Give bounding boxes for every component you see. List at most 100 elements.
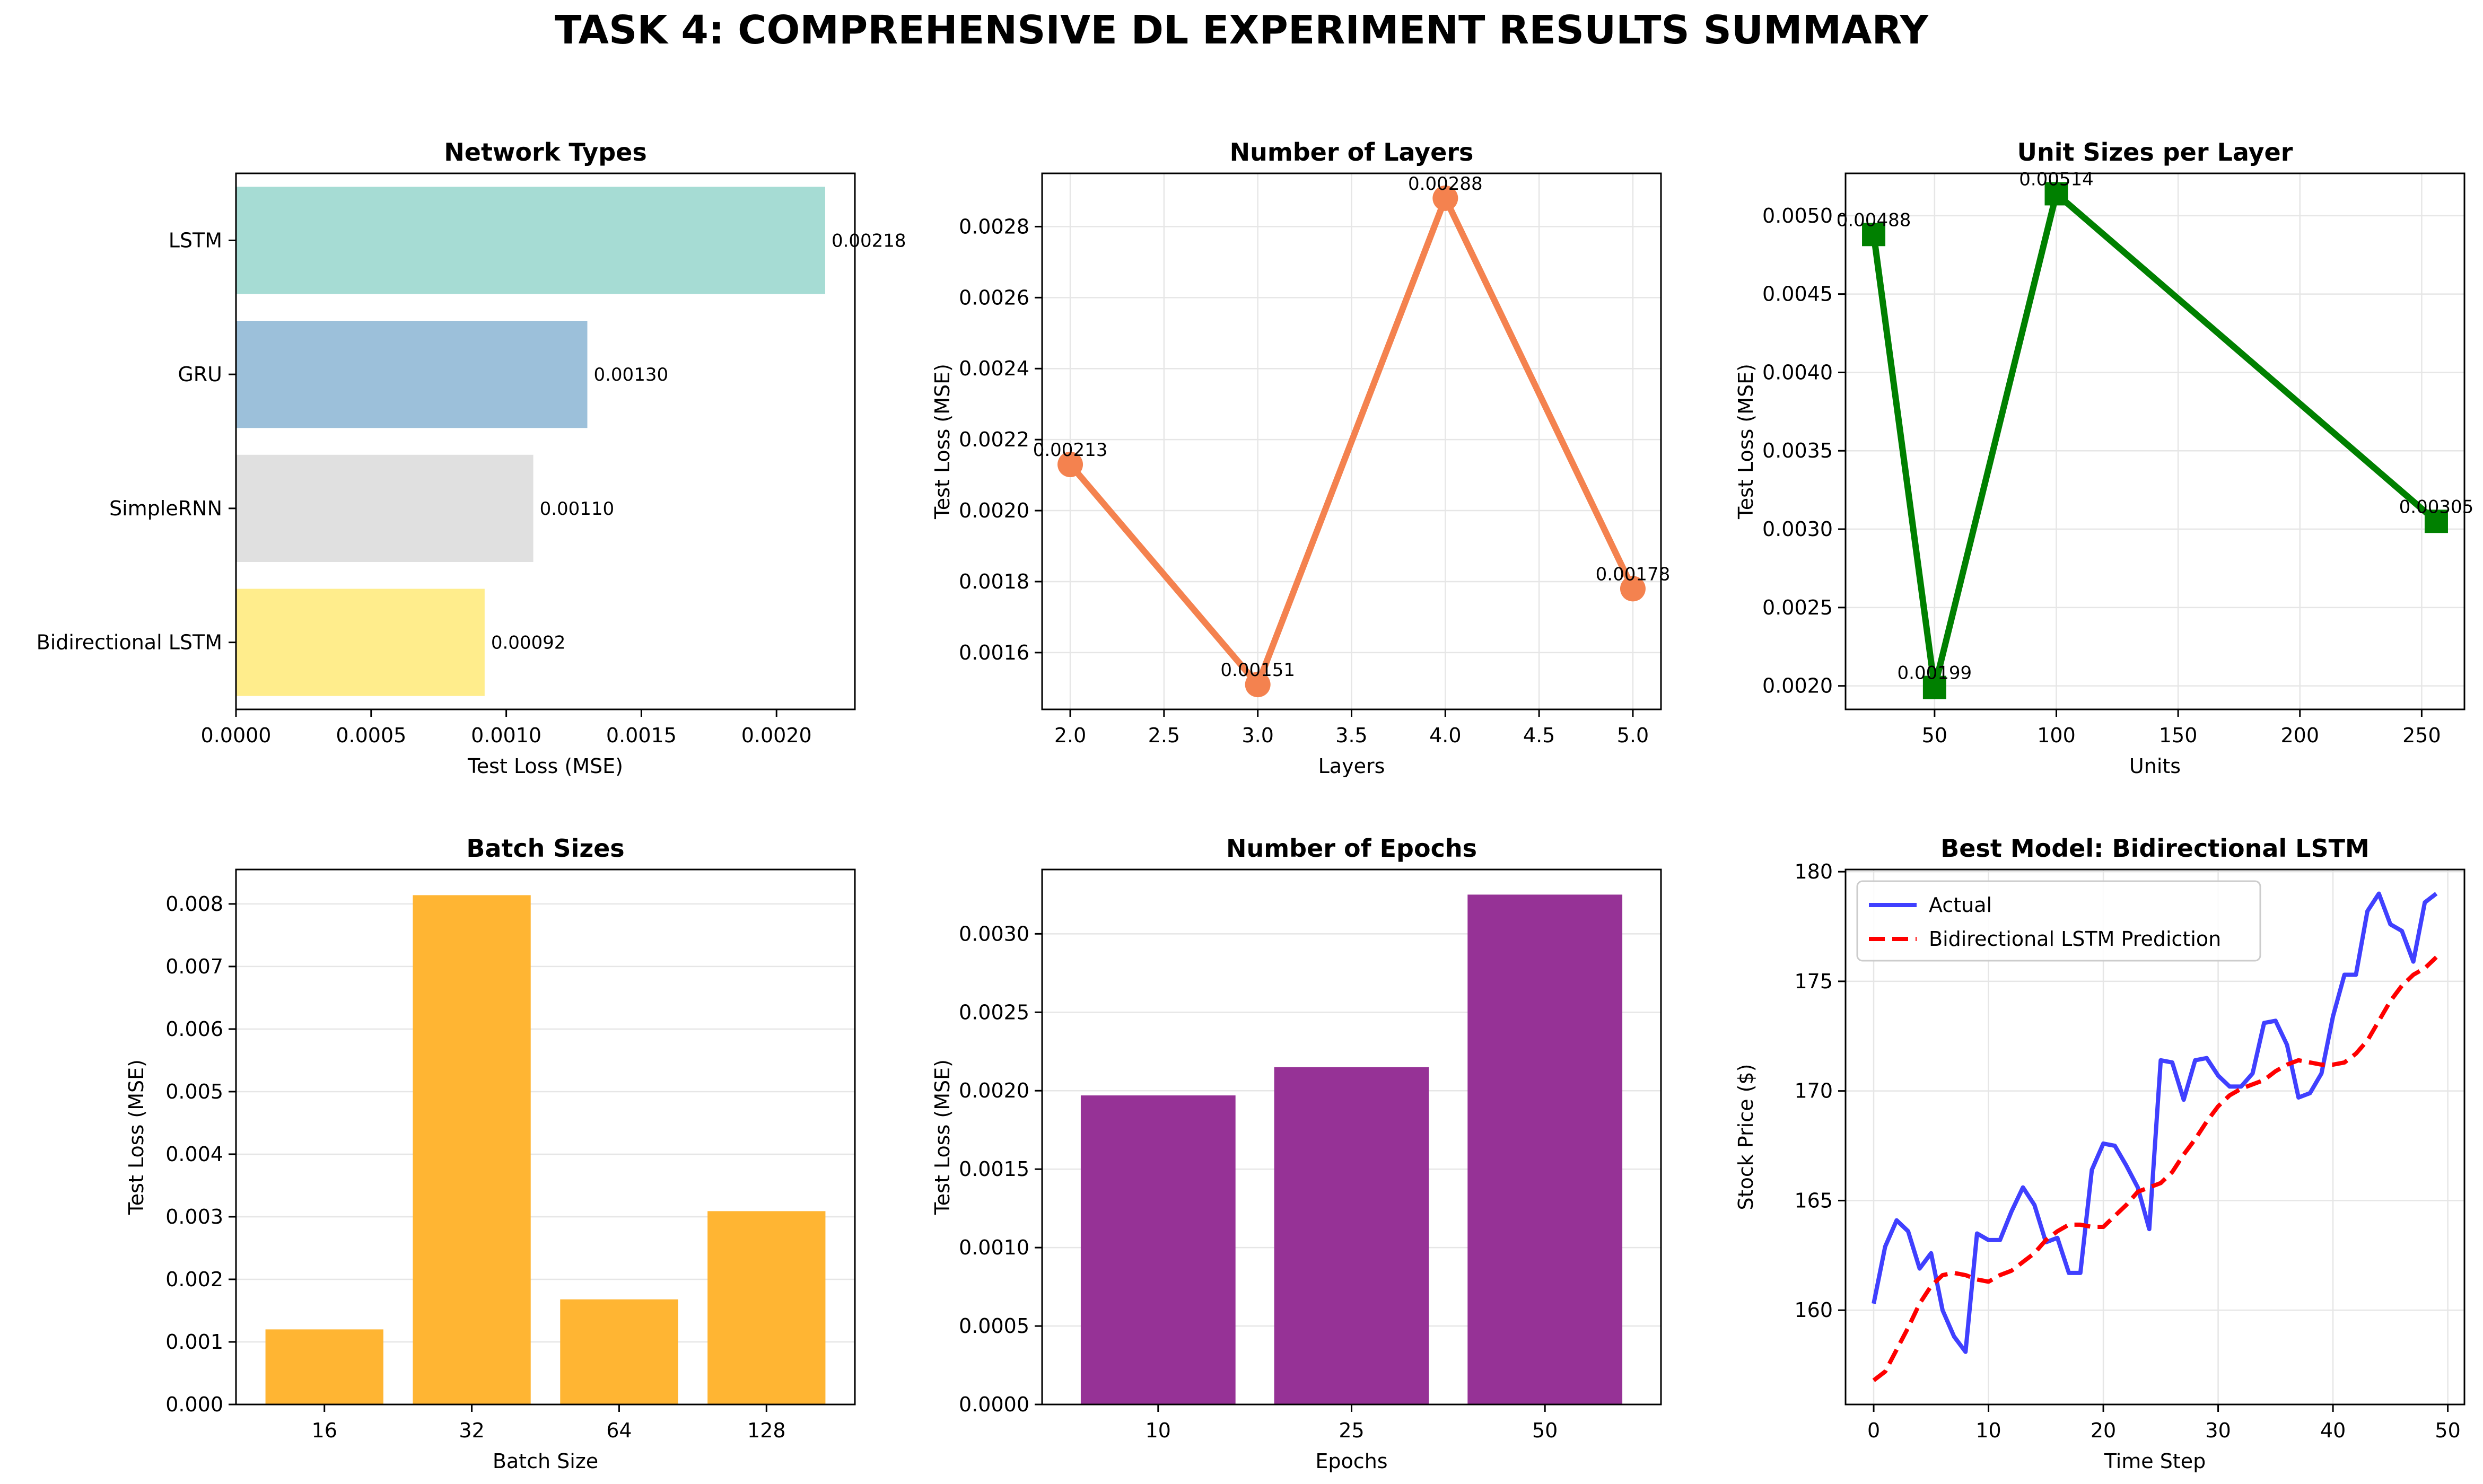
axes-frame <box>235 172 856 710</box>
bar-simplernn <box>236 454 534 562</box>
chart-title: Network Types <box>444 138 647 166</box>
x-tick-label: 2.0 <box>1054 724 1086 747</box>
y-tick-label: 0.004 <box>165 1143 223 1166</box>
x-axis-label: Test Loss (MSE) <box>467 754 623 778</box>
point-value-label: 0.00305 <box>2399 496 2474 517</box>
bar-32 <box>413 895 531 1404</box>
y-tick-label: 0.0045 <box>1762 283 1833 306</box>
x-tick-label: 20 <box>2091 1419 2116 1442</box>
x-axis-label: Time Step <box>2104 1450 2206 1473</box>
y-tick-label: 0.0024 <box>959 357 1029 380</box>
data-point <box>1057 452 1083 478</box>
y-tick-label: 0.0030 <box>959 922 1029 945</box>
y-tick-label: 0.007 <box>165 955 223 978</box>
y-tick-label: 0.0030 <box>1762 517 1833 541</box>
y-tick-label: 0.0010 <box>959 1236 1029 1259</box>
bar-64 <box>560 1299 678 1404</box>
x-tick-label: 0.0015 <box>606 724 677 747</box>
y-tick-label: 0.008 <box>165 892 223 916</box>
number-of-layers-chart: 0.00213 0.00151 0.00288 0.00178 2.0 2.5 3.0 3.5… <box>931 138 1670 778</box>
y-tick-label: LSTM <box>169 229 222 252</box>
y-tick-label: 180 <box>1794 860 1833 883</box>
x-tick-label: 16 <box>312 1419 337 1442</box>
x-tick-label: 128 <box>747 1419 786 1442</box>
point-value-label: 0.00288 <box>1408 173 1483 195</box>
y-tick-label: 0.000 <box>165 1393 223 1416</box>
y-axis-label: Test Loss (MSE) <box>125 1059 148 1215</box>
x-tick-label: 3.0 <box>1242 724 1273 747</box>
bar-value-label: 0.00110 <box>540 498 615 520</box>
x-tick-label: 64 <box>606 1419 632 1442</box>
x-tick-label: 32 <box>459 1419 484 1442</box>
bar-lstm <box>236 187 825 294</box>
x-tick-label: 0.0020 <box>741 724 812 747</box>
y-tick-label: 0.0035 <box>1762 439 1833 462</box>
y-tick-label: 170 <box>1794 1079 1833 1103</box>
data-point <box>1432 185 1458 211</box>
y-tick-label: 0.003 <box>165 1205 223 1228</box>
bar-25 <box>1274 1067 1429 1404</box>
axes-frame <box>235 868 856 1406</box>
x-tick-label: 0.0005 <box>336 724 406 747</box>
series-line-0 <box>1872 891 2438 1354</box>
main-title: TASK 4: COMPREHENSIVE DL EXPERIMENT RESU… <box>554 7 1929 53</box>
x-tick-label: 4.5 <box>1523 724 1555 747</box>
y-tick-label: 175 <box>1794 970 1833 993</box>
y-tick-label: 0.0040 <box>1762 361 1833 384</box>
x-tick-label: 0.0000 <box>201 724 272 747</box>
y-axis-label: Test Loss (MSE) <box>931 364 954 520</box>
x-tick-label: 50 <box>2435 1419 2460 1442</box>
series-line <box>1870 190 2438 691</box>
batch-sizes-chart: 16 32 64 128 0.000 0.001 0.002 0.003 0.004 0.005 0… <box>125 834 856 1473</box>
y-tick-label: 0.0000 <box>959 1393 1029 1416</box>
chart-title: Number of Epochs <box>1226 834 1477 863</box>
x-tick-label: 4.0 <box>1429 724 1461 747</box>
y-tick-label: 0.0018 <box>959 570 1029 593</box>
chart-title: Unit Sizes per Layer <box>2017 138 2293 166</box>
axes-frame <box>1844 172 2465 710</box>
bar-16 <box>265 1329 383 1404</box>
y-tick-label: 0.0005 <box>959 1314 1029 1338</box>
x-tick-label: 25 <box>1339 1419 1364 1442</box>
x-axis-label: Batch Size <box>493 1450 598 1473</box>
y-tick-label: 0.0022 <box>959 428 1029 451</box>
y-tick-label: 0.006 <box>165 1017 223 1041</box>
data-point <box>1245 672 1271 698</box>
data-point <box>1620 576 1646 602</box>
unit-sizes-chart: 0.00488 0.00199 0.00514 0.00305 50 100 150 200 2… <box>1734 138 2473 778</box>
legend-label: Actual <box>1929 893 1992 917</box>
point-value-label: 0.00178 <box>1596 564 1671 585</box>
best-model-chart: Actual Bidirectional LSTM Prediction 0 10 20… <box>1734 834 2465 1473</box>
y-tick-label: 0.0020 <box>959 499 1029 522</box>
y-tick-label: 0.0025 <box>959 1000 1029 1024</box>
x-tick-label: 100 <box>2037 724 2076 747</box>
x-axis-label: Units <box>2129 754 2181 778</box>
x-tick-label: 2.5 <box>1148 724 1180 747</box>
x-tick-label: 250 <box>2402 724 2441 747</box>
data-point <box>2044 182 2068 206</box>
y-tick-label: 0.0020 <box>1762 674 1833 698</box>
y-tick-label: 0.0050 <box>1762 204 1833 227</box>
y-axis-label: Test Loss (MSE) <box>1734 364 1758 520</box>
x-tick-label: 50 <box>1922 724 1947 747</box>
y-axis-label: Test Loss (MSE) <box>931 1059 954 1215</box>
y-tick-label: 0.005 <box>165 1080 223 1103</box>
x-axis-label: Layers <box>1318 754 1385 778</box>
bar-10 <box>1080 1095 1236 1404</box>
legend-label: Bidirectional LSTM Prediction <box>1929 927 2221 951</box>
point-value-label: 0.00199 <box>1898 663 1972 684</box>
data-point <box>2424 510 2448 533</box>
bar-128 <box>707 1211 826 1404</box>
y-tick-label: 0.0026 <box>959 286 1029 309</box>
bar-gru <box>236 321 588 428</box>
bar-value-label: 0.00218 <box>832 230 906 251</box>
y-tick-label: 165 <box>1794 1189 1833 1212</box>
point-value-label: 0.00151 <box>1220 660 1295 681</box>
x-tick-label: 30 <box>2205 1419 2231 1442</box>
axes-frame <box>1041 868 1662 1406</box>
chart-title: Number of Layers <box>1230 138 1474 166</box>
x-tick-label: 0.0010 <box>471 724 541 747</box>
y-tick-label: 0.0016 <box>959 641 1029 664</box>
x-tick-label: 5.0 <box>1617 724 1649 747</box>
